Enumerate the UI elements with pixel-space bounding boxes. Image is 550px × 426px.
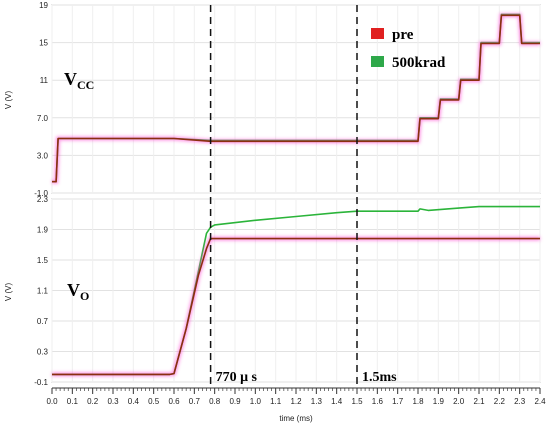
x-tick-label: 0.2 bbox=[87, 397, 99, 406]
y-tick-label: 19 bbox=[39, 1, 48, 10]
x-tick-label: 1.8 bbox=[412, 397, 424, 406]
series-line-pre bbox=[52, 237, 540, 376]
y-tick-label: 3.0 bbox=[37, 151, 49, 160]
y-tick-label: 0.7 bbox=[37, 317, 49, 326]
legend: pre 500krad bbox=[371, 27, 446, 71]
x-tick-label: 0.1 bbox=[67, 397, 79, 406]
y-tick-label: 1.9 bbox=[37, 226, 49, 235]
vcc-label-sub: CC bbox=[77, 78, 94, 92]
top-panel-series bbox=[52, 13, 540, 184]
x-tick-label: 2.3 bbox=[514, 397, 526, 406]
y-tick-label: 15 bbox=[39, 39, 48, 48]
x-tick-label: 1.3 bbox=[311, 397, 323, 406]
time-markers: 770 μ s 1.5ms bbox=[209, 5, 397, 388]
x-tick-label: 1.1 bbox=[270, 397, 282, 406]
bottom-y-axis-label: V (V) bbox=[4, 283, 13, 302]
x-tick-label: 2.2 bbox=[494, 397, 506, 406]
x-tick-label: 2.1 bbox=[473, 397, 485, 406]
marker-label: 1.5ms bbox=[362, 370, 397, 385]
x-tick-label: 0.9 bbox=[229, 397, 241, 406]
y-tick-label: 7.0 bbox=[37, 114, 49, 123]
y-tick-label: 1.5 bbox=[37, 256, 49, 265]
x-axis-label: time (ms) bbox=[279, 414, 313, 423]
x-tick-label: 1.9 bbox=[433, 397, 445, 406]
y-tick-label: 2.3 bbox=[37, 195, 49, 204]
y-tick-label: 1.1 bbox=[37, 287, 49, 296]
y-tick-label: -0.1 bbox=[34, 378, 48, 387]
vo-label-sub: O bbox=[80, 289, 89, 303]
x-axis-ticks: 0.0 0.1 0.2 0.3 0.4 0.5 0.6 0.7 0.8 0.9 1.0 1.1 1.2 1… bbox=[46, 387, 546, 406]
x-tick-label: 0.3 bbox=[107, 397, 119, 406]
x-tick-label: 2.0 bbox=[453, 397, 465, 406]
y-tick-label: -1.0 bbox=[34, 189, 48, 198]
legend-swatch-pre bbox=[371, 28, 384, 39]
bottom-y-tick-labels: 2.3 1.9 1.5 1.1 0.7 0.3 -0.1 bbox=[34, 195, 48, 387]
top-y-tick-labels: 19 15 11 7.0 3.0 -1.0 bbox=[34, 1, 48, 198]
vcc-label-main: V bbox=[64, 69, 77, 89]
bottom-panel-grid bbox=[51, 198, 541, 383]
vo-label-main: V bbox=[67, 280, 80, 300]
x-tick-label: 0.0 bbox=[46, 397, 58, 406]
vcc-label: VCC bbox=[64, 69, 94, 92]
top-y-axis-label: V (V) bbox=[4, 91, 13, 110]
x-tick-label: 1.2 bbox=[290, 397, 302, 406]
x-tick-label: 1.4 bbox=[331, 397, 343, 406]
x-tick-label: 2.4 bbox=[534, 397, 546, 406]
x-tick-label: 0.5 bbox=[148, 397, 160, 406]
y-tick-label: 0.3 bbox=[37, 348, 49, 357]
legend-swatch-500krad bbox=[371, 56, 384, 67]
x-tick-label: 1.7 bbox=[392, 397, 404, 406]
x-tick-label: 0.6 bbox=[168, 397, 180, 406]
legend-label-500krad: 500krad bbox=[392, 55, 446, 71]
x-tick-label: 1.6 bbox=[372, 397, 384, 406]
legend-label-pre: pre bbox=[392, 27, 414, 43]
x-tick-label: 0.8 bbox=[209, 397, 221, 406]
bottom-panel-series bbox=[52, 205, 540, 377]
marker-label: 770 μ s bbox=[216, 370, 258, 385]
vo-label: VO bbox=[67, 280, 89, 303]
x-tick-label: 1.5 bbox=[351, 397, 363, 406]
y-tick-label: 11 bbox=[40, 76, 49, 85]
x-tick-label: 0.4 bbox=[128, 397, 140, 406]
x-tick-label: 1.0 bbox=[250, 397, 262, 406]
series-line-pre bbox=[52, 14, 540, 183]
x-tick-label: 0.7 bbox=[189, 397, 201, 406]
